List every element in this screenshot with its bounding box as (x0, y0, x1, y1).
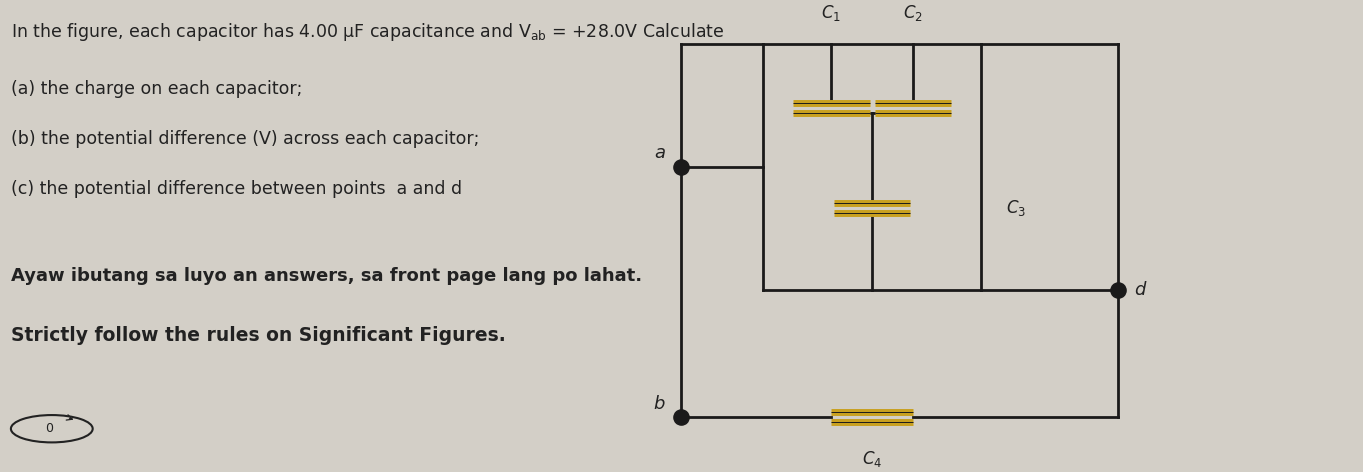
Text: (c) the potential difference between points  a and d: (c) the potential difference between poi… (11, 180, 462, 198)
Text: Strictly follow the rules on Significant Figures.: Strictly follow the rules on Significant… (11, 326, 506, 345)
Text: $C_1$: $C_1$ (822, 3, 841, 23)
Text: $C_3$: $C_3$ (1006, 198, 1026, 218)
Text: a: a (654, 144, 665, 162)
Text: b: b (654, 395, 665, 413)
Point (671, 413, 692, 421)
Text: (b) the potential difference (V) across each capacitor;: (b) the potential difference (V) across … (11, 130, 480, 148)
Text: (a) the charge on each capacitor;: (a) the charge on each capacitor; (11, 80, 303, 98)
Text: Ayaw ibutang sa luyo an answers, sa front page lang po lahat.: Ayaw ibutang sa luyo an answers, sa fron… (11, 267, 642, 285)
Text: $C_2$: $C_2$ (904, 3, 923, 23)
Text: $C_4$: $C_4$ (863, 449, 882, 469)
Text: d: d (1134, 281, 1145, 299)
Text: 0: 0 (45, 422, 53, 435)
Point (1107, 286, 1129, 294)
Point (671, 163, 692, 170)
Text: In the figure, each capacitor has 4.00 μF capacitance and V$_{\rm ab}$ = +28.0V : In the figure, each capacitor has 4.00 μ… (11, 21, 724, 43)
